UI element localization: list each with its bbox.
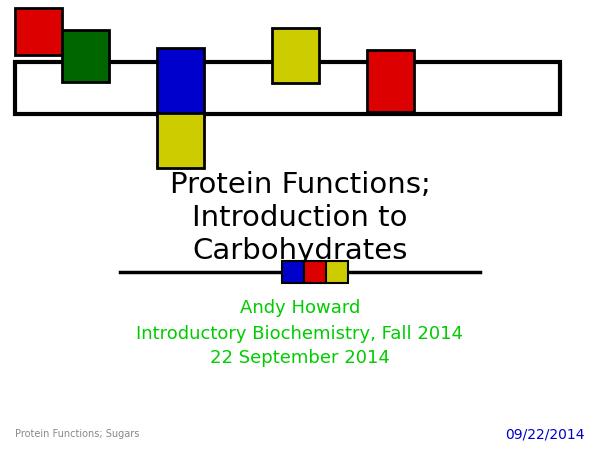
Bar	[157, 113, 204, 168]
Text: Protein Functions;: Protein Functions;	[170, 171, 430, 199]
Bar	[62, 30, 109, 82]
Bar	[304, 261, 326, 283]
Bar	[272, 28, 319, 83]
Bar	[326, 261, 348, 283]
Text: Introductory Biochemistry, Fall 2014: Introductory Biochemistry, Fall 2014	[137, 325, 464, 343]
Text: Introduction to: Introduction to	[192, 204, 408, 232]
Text: 09/22/2014: 09/22/2014	[505, 427, 585, 441]
Text: Protein Functions; Sugars: Protein Functions; Sugars	[15, 429, 139, 439]
Text: Andy Howard: Andy Howard	[240, 299, 360, 317]
Text: 22 September 2014: 22 September 2014	[210, 349, 390, 367]
Bar	[367, 50, 414, 112]
Bar	[282, 261, 304, 283]
Bar	[15, 8, 62, 55]
Bar	[15, 62, 560, 114]
Text: Carbohydrates: Carbohydrates	[193, 237, 407, 265]
Bar	[157, 48, 204, 116]
